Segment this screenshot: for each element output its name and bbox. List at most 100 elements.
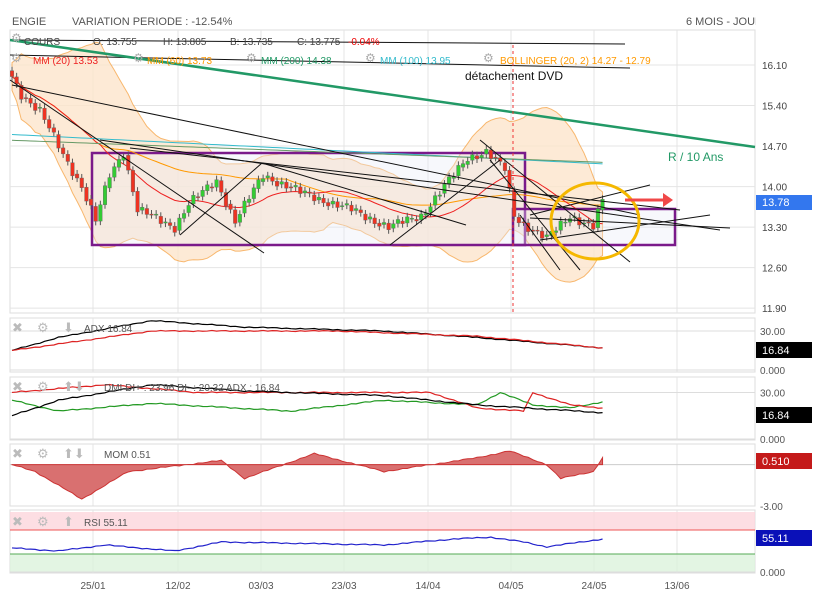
candle [112, 166, 117, 178]
value-badge [756, 342, 812, 358]
candle [23, 97, 28, 99]
candle [28, 97, 33, 104]
last-price-badge [756, 195, 812, 210]
value-badge [756, 530, 812, 546]
candle [209, 186, 214, 189]
candle [56, 134, 61, 149]
gear-icon[interactable]: ⚙ [37, 320, 49, 335]
candle [563, 221, 568, 224]
panel-frame-1 [9, 317, 756, 373]
move-icon[interactable]: ⬆ [63, 514, 74, 529]
close-icon[interactable]: ✖ [12, 379, 23, 394]
candle [70, 162, 75, 177]
gear-icon[interactable]: ⚙ [133, 51, 144, 65]
trend-line [389, 159, 501, 246]
candle [498, 157, 503, 162]
close-icon[interactable]: ✖ [12, 446, 23, 461]
legend-change: -0.04% [348, 37, 380, 48]
candle [456, 165, 461, 177]
legend-mm60: MM (60) 13.73 [147, 56, 212, 67]
candle [242, 200, 247, 214]
close-icon[interactable]: ✖ [12, 514, 23, 529]
candle [558, 220, 563, 231]
legend-mm100: MM (100) 13.95 [380, 56, 451, 67]
candle [395, 219, 400, 224]
rsi-overbought-zone [10, 512, 755, 530]
axis-tick-label: 0.000 [760, 568, 785, 579]
move-icon[interactable]: ⬇ [63, 320, 74, 335]
gear-icon[interactable]: ⚙ [37, 379, 49, 394]
gear-icon[interactable]: ⚙ [483, 51, 494, 65]
adx-line [11, 320, 603, 352]
x-tick-label: 23/03 [331, 581, 356, 592]
candle [130, 170, 135, 193]
candle [237, 214, 242, 223]
close-icon[interactable]: ✖ [12, 320, 23, 335]
axis-tick-label: -3.00 [760, 502, 783, 513]
candle [135, 191, 140, 213]
candle [93, 206, 98, 222]
candle [400, 220, 405, 224]
panel-frame-2 [9, 376, 756, 441]
highlight-circle [549, 181, 641, 261]
candle [595, 208, 600, 228]
gear-icon[interactable]: ⚙ [365, 51, 376, 65]
trend-line [9, 79, 265, 254]
candle [302, 190, 307, 194]
candle [437, 194, 442, 197]
candle [349, 204, 354, 212]
candle [261, 178, 266, 182]
gear-icon[interactable]: ⚙ [37, 446, 49, 461]
candle [158, 216, 163, 224]
candle [172, 225, 177, 233]
candle [284, 181, 289, 189]
move-icon[interactable]: ⬆⬇ [63, 379, 85, 394]
candle [191, 195, 196, 205]
candle [591, 222, 596, 230]
candle [247, 198, 252, 203]
candle [377, 222, 382, 227]
last-price-value: 13.78 [762, 197, 790, 209]
candle [475, 155, 480, 160]
candle [14, 76, 19, 85]
axis-tick-label: 30.00 [760, 389, 785, 400]
legend-mm200: MM (200) 14.38 [261, 56, 332, 67]
candle [79, 177, 84, 188]
candle [149, 213, 154, 216]
candle [405, 216, 410, 224]
period-selector[interactable]: 6 MOIS - JOUR [686, 16, 764, 28]
candle [516, 216, 521, 224]
candle [47, 119, 52, 129]
candle [484, 149, 489, 155]
candle [512, 190, 517, 217]
gear-icon[interactable]: ⚙ [246, 51, 257, 65]
value-badge-text: 16.84 [762, 345, 790, 357]
candle [279, 181, 284, 185]
trend-line [539, 214, 711, 241]
candle [488, 149, 493, 159]
candle [423, 213, 428, 216]
candle [186, 205, 191, 213]
legend-bollinger: BOLLINGER (20, 2) 14.27 - 12.79 [500, 56, 651, 67]
legend-close: C: 13.775 [297, 37, 341, 48]
axis-tick-label: 30.00 [760, 327, 785, 338]
candle [368, 216, 373, 220]
move-icon[interactable]: ⬆⬇ [63, 446, 85, 461]
candle [316, 197, 321, 201]
trend-line [179, 162, 263, 236]
gear-icon[interactable]: ⚙ [11, 51, 22, 65]
indicator-title: ADX 16.84 [84, 324, 133, 335]
candle [182, 213, 187, 219]
candle [9, 70, 14, 77]
candle [358, 209, 363, 213]
trend-line [9, 39, 626, 45]
gear-icon[interactable]: ⚙ [37, 514, 49, 529]
candle [428, 206, 433, 213]
value-badge [756, 453, 812, 469]
x-tick-label: 13/06 [664, 581, 689, 592]
gear-icon[interactable]: ⚙ [11, 31, 22, 45]
candle [293, 185, 298, 188]
candle [98, 204, 103, 222]
resistance-annotation: R / 10 Ans [668, 150, 723, 164]
